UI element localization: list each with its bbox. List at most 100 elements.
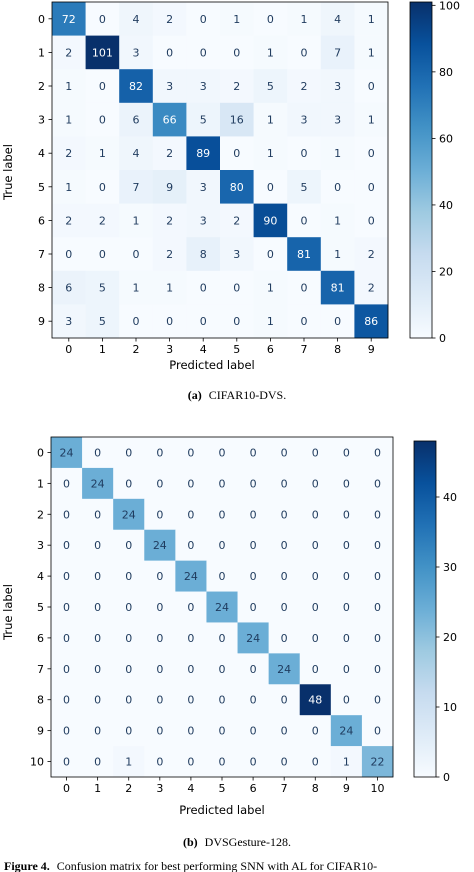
cell-value: 7 — [334, 46, 341, 59]
colorbar-tick-label: 20 — [443, 631, 457, 644]
cell-value: 0 — [94, 446, 101, 459]
y-tick-label: 7 — [37, 663, 44, 676]
matrix-cell — [51, 591, 83, 623]
cell-value: 0 — [343, 601, 350, 614]
cell-value: 0 — [368, 214, 375, 227]
cell-value: 0 — [156, 632, 163, 645]
matrix-cell — [52, 170, 86, 204]
cell-value: 0 — [301, 46, 308, 59]
matrix-cell — [220, 35, 254, 70]
cell-value: 0 — [343, 446, 350, 459]
matrix-cell — [299, 684, 332, 716]
x-tick-label: 0 — [65, 343, 72, 356]
cell-value: 0 — [312, 663, 319, 676]
cell-value: 0 — [99, 248, 106, 261]
matrix-cell — [354, 102, 389, 137]
colorbar-tick-label: 0 — [439, 332, 446, 345]
y-tick-label: 0 — [38, 13, 45, 26]
matrix-cell — [354, 69, 389, 104]
matrix-cell — [186, 304, 221, 339]
cell-value: 2 — [65, 214, 72, 227]
cell-value: 0 — [219, 725, 226, 738]
matrix-cell — [82, 467, 114, 500]
confusion-matrix-dvsgesture-128: 24 0 0 0 0 0 0 0 0 0 00 24 0 0 0 0 0 0 0 0 00 0 24 0 0 0 0 0 0 0 00 0 0 2… — [1, 436, 457, 849]
matrix-cell — [206, 437, 238, 469]
matrix-cell — [175, 746, 207, 778]
matrix-cell — [82, 684, 114, 716]
cell-value: 0 — [219, 539, 226, 552]
matrix-cell — [354, 237, 389, 272]
figure-label: Figure 4. — [4, 859, 50, 872]
matrix-cell — [320, 237, 355, 272]
matrix-cell — [85, 136, 120, 171]
cell-value: 0 — [99, 181, 106, 194]
cell-value: 5 — [200, 114, 207, 127]
matrix-cell — [144, 529, 176, 561]
matrix-cell — [51, 560, 83, 592]
x-tick-label: 9 — [343, 782, 350, 795]
cell-value: 0 — [312, 601, 319, 614]
matrix-cell — [206, 653, 238, 685]
matrix-cell — [268, 715, 301, 747]
cell-value: 0 — [219, 477, 226, 490]
matrix-cell — [237, 684, 269, 716]
x-axis-title: Predicted label — [169, 358, 254, 372]
caption-text: CIFAR10-DVS. — [209, 388, 286, 402]
matrix-cell — [175, 529, 207, 561]
cell-value: 0 — [94, 539, 101, 552]
cell-value: 0 — [125, 446, 132, 459]
x-tick-label: 2 — [133, 343, 140, 356]
matrix-cell — [253, 35, 288, 70]
matrix-cell — [361, 684, 394, 716]
cell-value: 24 — [277, 663, 291, 676]
cell-value: 0 — [301, 214, 308, 227]
matrix-cell — [85, 304, 120, 339]
cell-value: 82 — [129, 80, 143, 93]
matrix-cell — [186, 69, 221, 104]
matrix-cell — [51, 622, 83, 654]
matrix-cell — [253, 102, 288, 137]
cell-value: 0 — [125, 477, 132, 490]
cell-value: 0 — [156, 508, 163, 521]
matrix-cell — [113, 529, 145, 561]
cell-value: 0 — [63, 756, 70, 769]
cell-value: 0 — [125, 570, 132, 583]
y-axis-title: True label — [1, 584, 15, 641]
cell-value: 1 — [267, 114, 274, 127]
cell-value: 0 — [312, 477, 319, 490]
matrix-cell — [299, 437, 332, 469]
matrix-cell — [354, 203, 389, 238]
cell-value: 5 — [99, 282, 106, 295]
matrix-cell — [152, 136, 187, 171]
colorbar-tick-label: 80 — [439, 66, 453, 79]
x-axis-title: Predicted label — [179, 803, 264, 817]
cell-value: 0 — [63, 539, 70, 552]
y-tick-label: 2 — [37, 508, 44, 521]
cell-value: 0 — [312, 508, 319, 521]
matrix-cell — [82, 529, 114, 561]
cell-value: 0 — [312, 446, 319, 459]
matrix-cell — [82, 653, 114, 685]
cell-value: 3 — [233, 248, 240, 261]
matrix-cell — [268, 560, 301, 592]
matrix-cell — [85, 2, 120, 36]
y-tick-label: 5 — [37, 601, 44, 614]
matrix-cell — [361, 437, 394, 469]
matrix-cell — [299, 560, 332, 592]
matrix-cell — [144, 746, 176, 778]
matrix-cell — [119, 304, 154, 339]
matrix-cell — [152, 2, 187, 36]
cell-value: 5 — [99, 315, 106, 328]
cell-value: 2 — [233, 214, 240, 227]
matrix-cell — [220, 270, 254, 305]
x-tick-label: 10 — [370, 782, 384, 795]
cell-value: 24 — [215, 601, 229, 614]
colorbar-tick-label: 60 — [439, 132, 453, 145]
matrix-cell — [361, 746, 394, 778]
matrix-cell — [268, 622, 301, 654]
matrix-cell — [361, 715, 394, 747]
plot-frame — [51, 1, 389, 339]
cell-value: 0 — [343, 663, 350, 676]
cell-value: 1 — [368, 114, 375, 127]
caption: (a) CIFAR10-DVS. — [188, 388, 286, 402]
